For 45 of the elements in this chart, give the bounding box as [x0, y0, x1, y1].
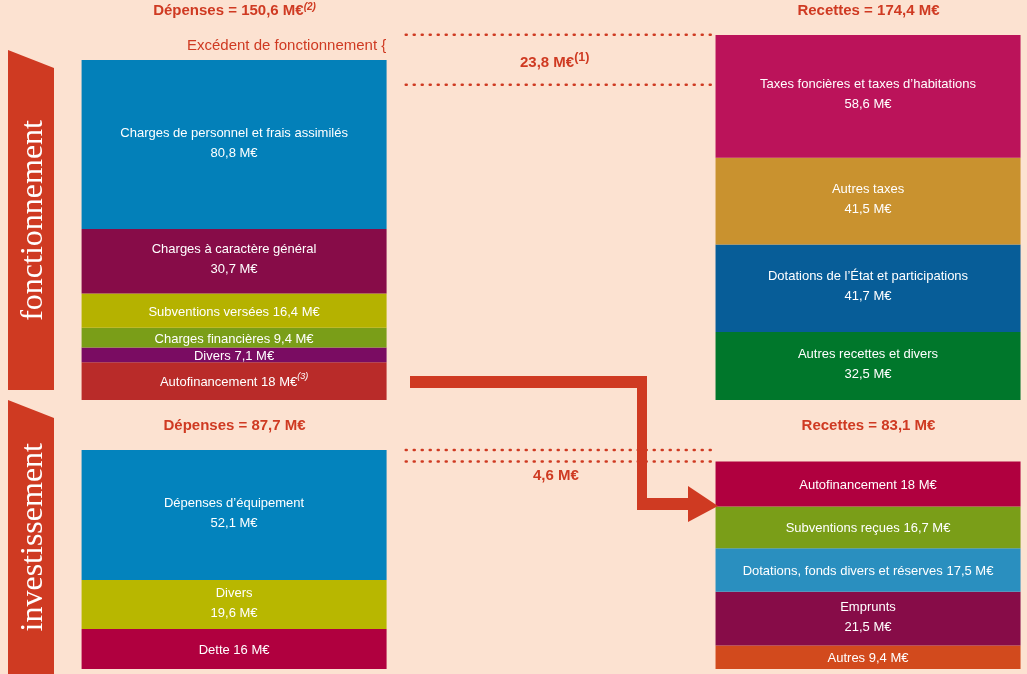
tab-banner: investissement — [8, 400, 54, 674]
data-label: 18 M€ — [900, 476, 938, 492]
series-label: Emprunts — [840, 598, 897, 614]
data-label: 17,5 M€ — [946, 562, 995, 578]
x-tick-label: Dépenses = 150,6 M€$^{(2)}$ — [153, 0, 317, 18]
series-label: Divers — [193, 347, 232, 363]
series-label: Dette — [198, 641, 230, 657]
x-tick-label: Dépenses = 87,7 M€ — [163, 416, 307, 433]
data-label: 80,8 M€ — [210, 144, 259, 160]
data-label: 9,4 M€ — [868, 649, 910, 665]
data-label: 52,1 M€ — [210, 515, 259, 531]
annotation: 23,8 M€$^{(1)}$ — [520, 50, 590, 70]
annotation: 4,6 M€ — [533, 466, 579, 483]
tab-banner: fonctionnement — [8, 50, 54, 390]
x-tick-label: Recettes = 174,4 M€ — [797, 1, 941, 18]
data-label: 16,4 M€ — [272, 303, 321, 319]
series-label: Taxes foncières et taxes d’habitations — [760, 76, 977, 92]
data-label: 9,4 M€ — [273, 330, 315, 346]
series-label: Charges à caractère général — [151, 241, 317, 257]
data-label: 16 M€ — [233, 641, 271, 657]
series-label: Autres taxes — [831, 181, 905, 197]
data-label: 21,5 M€ — [844, 618, 893, 634]
x-tick-label: Recettes = 83,1 M€ — [801, 416, 937, 433]
data-label: 41,5 M€ — [844, 201, 893, 217]
data-label: 32,5 M€ — [844, 365, 893, 381]
series-label: Charges financières — [154, 330, 271, 346]
data-label: 18 M€$^{(3)}$ — [261, 371, 309, 389]
series-label: Autofinancement — [159, 373, 258, 389]
series-label: Dépenses d’équipement — [163, 495, 305, 511]
data-label: 7,1 M€ — [234, 347, 275, 363]
series-label: Subventions reçues — [785, 519, 901, 535]
series-label: Autres — [827, 649, 866, 665]
annotation: Excédent de fonctionnement { — [187, 36, 387, 53]
data-label: 19,6 M€ — [210, 604, 259, 620]
data-label: 41,7 M€ — [844, 288, 893, 304]
series-label: Charges de personnel et frais assimilés — [120, 124, 349, 140]
data-label: 16,7 M€ — [903, 519, 952, 535]
series-label: Dotations, fonds divers et réserves — [742, 562, 944, 578]
data-label: 58,6 M€ — [844, 96, 893, 112]
series-label: Subventions versées — [148, 303, 270, 319]
data-label: 30,7 M€ — [210, 261, 259, 277]
series-label: Dotations de l’État et participations — [767, 268, 969, 284]
series-label: Divers — [215, 584, 253, 600]
series-label: Autres recettes et divers — [797, 345, 939, 361]
series-label: Autofinancement — [799, 476, 898, 492]
